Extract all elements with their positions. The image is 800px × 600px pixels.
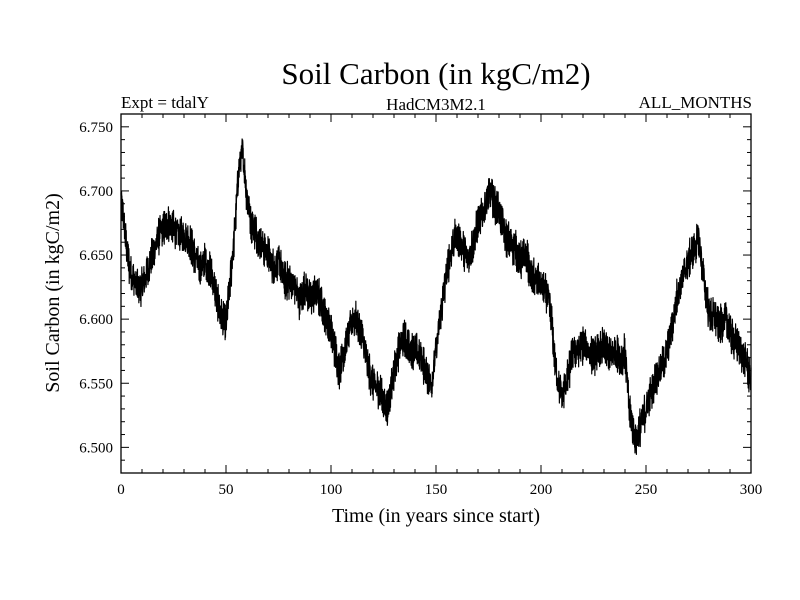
- x-tick-label: 100: [320, 482, 343, 498]
- x-tick-label: 300: [740, 482, 763, 498]
- series-line: [120, 138, 752, 456]
- x-axis-label: Time (in years since start): [332, 505, 540, 527]
- x-tick-label: 50: [219, 482, 234, 498]
- y-tick-label: 6.550: [79, 376, 113, 392]
- data-series: [120, 138, 752, 456]
- y-axis-ticks: 6.500 6.550 6.600 6.650 6.700 6.750: [79, 113, 751, 474]
- y-tick-label: 6.600: [79, 312, 113, 328]
- y-tick-label: 6.700: [79, 184, 113, 200]
- x-axis-ticks: 0 50 100 150 200 250 300: [117, 114, 762, 498]
- y-tick-label: 6.750: [79, 120, 113, 136]
- plot-frame: [120, 113, 752, 474]
- x-tick-label: 250: [635, 482, 658, 498]
- x-tick-label: 150: [425, 482, 448, 498]
- x-tick-label: 200: [530, 482, 553, 498]
- y-tick-label: 6.500: [79, 440, 113, 456]
- x-tick-label: 0: [117, 482, 125, 498]
- experiment-label: Expt = tdalY: [121, 93, 209, 112]
- chart-title: Soil Carbon (in kgC/m2): [281, 56, 590, 91]
- y-tick-label: 6.650: [79, 248, 113, 264]
- months-label: ALL_MONTHS: [639, 93, 752, 112]
- y-axis-label: Soil Carbon (in kgC/m2): [42, 193, 64, 392]
- model-label: HadCM3M2.1: [386, 95, 486, 114]
